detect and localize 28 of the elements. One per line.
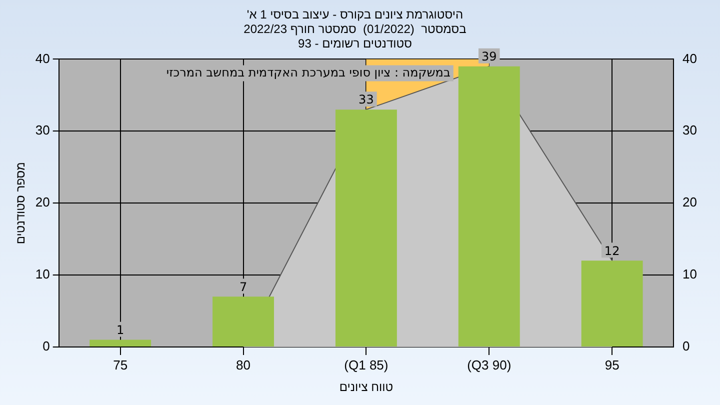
y2-tick-label: 30: [682, 122, 698, 138]
y-tick-label: 30: [35, 122, 50, 138]
chart-subtitle: סטודנטים רשומים - 93: [298, 36, 412, 50]
x-axis-title: טווח ציונים: [339, 380, 394, 394]
y-tick-label: 10: [35, 266, 50, 282]
data-label: 33: [358, 92, 374, 107]
bar: [212, 296, 274, 346]
x-tick-label: 95: [604, 357, 620, 372]
y2-tick-label: 20: [682, 194, 698, 210]
y2-tick-label: 0: [682, 338, 690, 354]
bar: [90, 340, 152, 346]
annotation: במשקמה : ציון סופי במערכת האקדמית במחשב המרכזי: [166, 65, 450, 80]
x-tick-label: (Q3 90): [467, 357, 512, 372]
x-tick-label: 75: [113, 357, 128, 372]
data-label: 39: [481, 50, 497, 64]
x-tick-label: (Q1 85): [344, 357, 388, 372]
data-label: 1: [116, 322, 124, 337]
y2-tick-label: 40: [682, 50, 698, 66]
y2-tick-label: 10: [682, 266, 698, 282]
y-tick-label: 0: [42, 338, 50, 354]
bar: [581, 260, 643, 346]
x-tick-label: 80: [236, 357, 250, 372]
y-tick-label: 20: [35, 194, 50, 210]
chart-title: 'היסטוגרמת ציונים בקורס - עיצוב בסיסי 1 א בסמסטר (01/2022) סמסטר חורף 2022/23: [244, 8, 466, 36]
y-axis-title: מספר סטודנטים: [14, 162, 28, 244]
y-tick-label: 40: [35, 50, 50, 66]
data-label: 7: [239, 280, 248, 294]
data-label: 12: [604, 244, 620, 258]
